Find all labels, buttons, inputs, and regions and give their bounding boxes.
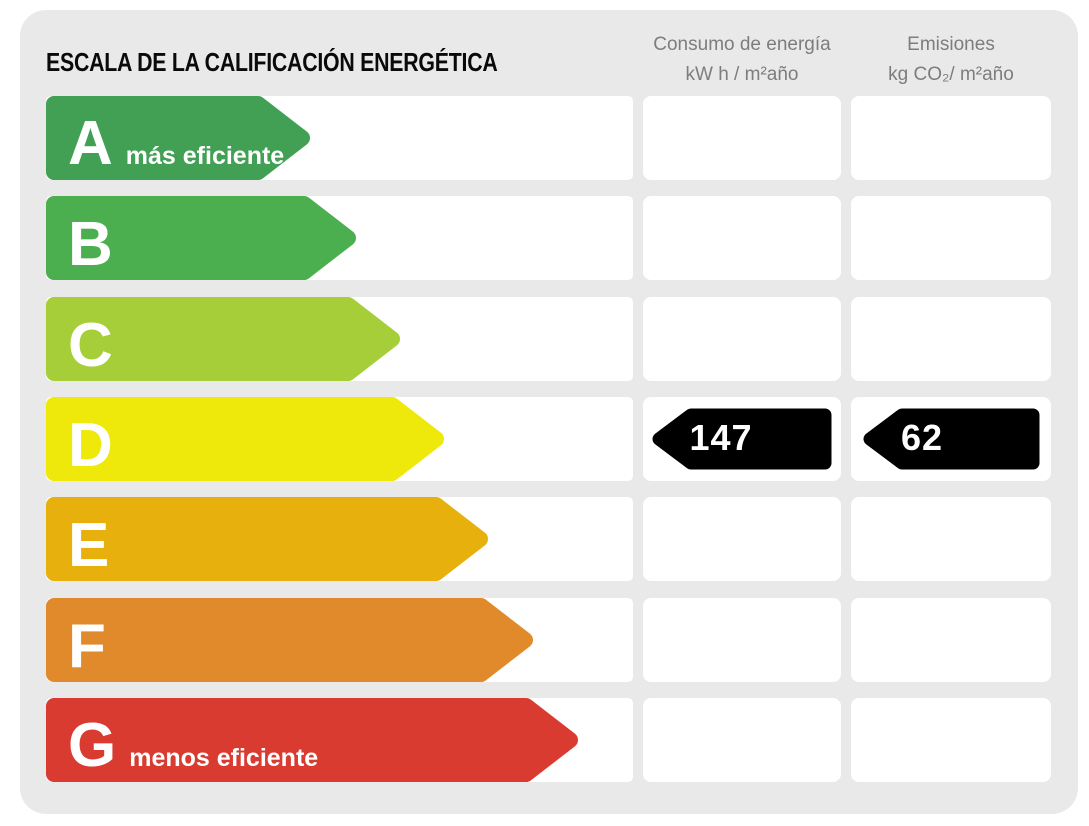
consumption-cell [643, 497, 841, 581]
rating-row: A más eficiente [20, 96, 1078, 180]
rating-row: B [20, 196, 1078, 280]
rating-arrow [46, 698, 578, 782]
rating-letter: A [68, 109, 113, 178]
rating-letter: D [68, 411, 113, 481]
rating-caption: más eficiente [125, 142, 285, 170]
consumption-cell [643, 698, 841, 782]
indicator-value: 62 [900, 417, 944, 458]
page-title: ESCALA DE LA CALIFICACIÓN ENERGÉTICA [46, 47, 498, 77]
rating-arrow [46, 598, 533, 682]
rating-arrow [46, 196, 356, 280]
emissions-column-header: Emisiones kg CO₂/ m²año [851, 30, 1051, 91]
consumption-header-line2: kW h / m²año [685, 64, 799, 86]
rating-letter: B [68, 210, 113, 280]
rating-caption: menos eficiente [129, 744, 319, 772]
rating-row: F [20, 598, 1078, 682]
rating-arrow [46, 96, 310, 180]
rating-arrow [46, 397, 444, 481]
rating-row: G menos eficiente [20, 698, 1078, 782]
consumption-cell [643, 297, 841, 381]
emissions-cell [851, 96, 1051, 180]
consumption-header-line1: Consumo de energía [653, 34, 831, 55]
rating-letter: F [68, 612, 106, 682]
rating-row: C [20, 297, 1078, 381]
indicator-value: 147 [689, 417, 753, 458]
rating-row: D 147 62 [20, 397, 1078, 481]
rating-row: E [20, 497, 1078, 581]
emissions-header-line2: kg CO₂/ m²año [888, 64, 1014, 86]
rating-letter: C [68, 311, 113, 381]
rating-arrow [46, 297, 400, 381]
emissions-cell: 62 [851, 397, 1051, 481]
emissions-header-line1: Emisiones [907, 34, 995, 55]
value-indicator-arrow: 147 [649, 408, 832, 470]
emissions-cell [851, 698, 1051, 782]
emissions-cell [851, 497, 1051, 581]
consumption-cell [643, 96, 841, 180]
emissions-cell [851, 297, 1051, 381]
consumption-cell [643, 598, 841, 682]
rating-arrow [46, 497, 488, 581]
consumption-cell [643, 196, 841, 280]
rating-letter: G [68, 711, 117, 780]
value-indicator-arrow: 62 [860, 408, 1040, 470]
emissions-cell [851, 196, 1051, 280]
rating-letter: E [68, 511, 110, 581]
consumption-cell: 147 [643, 397, 841, 481]
energy-scale-panel: ESCALA DE LA CALIFICACIÓN ENERGÉTICA Con… [20, 10, 1078, 814]
emissions-cell [851, 598, 1051, 682]
consumption-column-header: Consumo de energía kW h / m²año [643, 30, 841, 91]
